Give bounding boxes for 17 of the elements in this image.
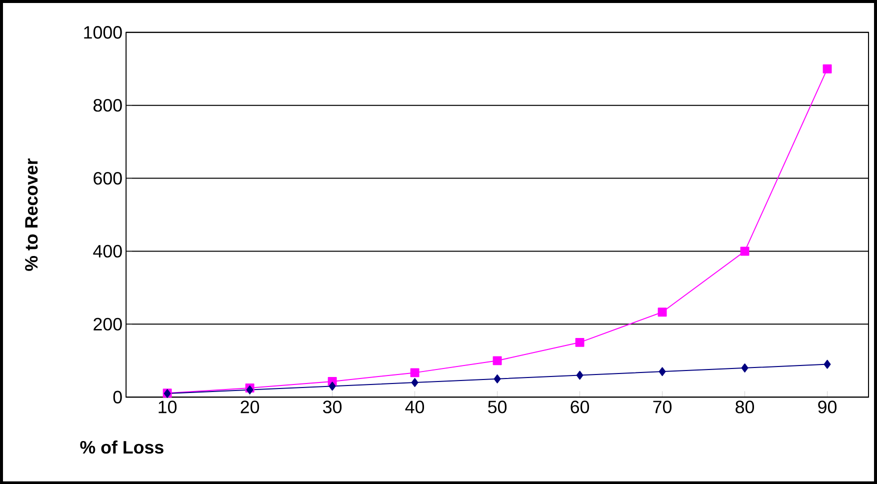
y-tick-label: 800 bbox=[94, 98, 122, 112]
x-tick-label: 70 bbox=[653, 400, 672, 414]
x-tick-label: 50 bbox=[488, 400, 507, 414]
x-tick-label: 40 bbox=[405, 400, 424, 414]
x-tick-label: 10 bbox=[158, 400, 177, 414]
y-tick-label: 200 bbox=[94, 318, 122, 330]
y-tick-label: 600 bbox=[94, 172, 122, 184]
x-tick-label: 90 bbox=[818, 400, 837, 414]
y-axis-title: % to Recover bbox=[25, 158, 38, 271]
y-tick-label: 400 bbox=[93, 244, 122, 258]
x-axis-title: % of Loss bbox=[80, 440, 164, 454]
y-tick-label: 0 bbox=[113, 390, 122, 404]
x-tick-label: 60 bbox=[570, 400, 590, 414]
x-tick-label: 20 bbox=[240, 400, 260, 414]
x-tick-label: 30 bbox=[323, 400, 342, 414]
y-tick-label: 1000 bbox=[84, 26, 122, 39]
x-tick-label: 80 bbox=[736, 400, 754, 414]
